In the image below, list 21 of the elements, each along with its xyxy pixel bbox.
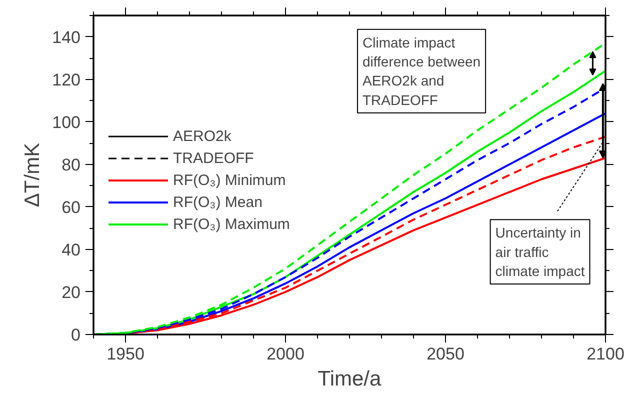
annotation: AERO2k xyxy=(173,127,232,145)
y-tick-label: 80 xyxy=(62,155,81,174)
annotation: Uncertainty in air traffic climate impact xyxy=(495,224,585,280)
annotation: Climate impact difference between AERO2k and TRADEOFF xyxy=(362,34,481,108)
x-tick-label: 1950 xyxy=(106,344,144,364)
y-tick-label: 0 xyxy=(71,326,81,344)
y-tick-label: 20 xyxy=(62,282,81,302)
y-tick-label: 40 xyxy=(62,240,81,260)
annotation: TRADEOFF xyxy=(173,149,254,167)
y-tick-label: 100 xyxy=(52,112,81,132)
x-tick-label: 2050 xyxy=(426,344,464,364)
y-tick-label: 140 xyxy=(52,28,81,47)
x-tick-label: 2000 xyxy=(266,344,304,364)
x-axis-title: Time/a xyxy=(318,368,382,390)
legend-label: RF(O₃) Mean xyxy=(173,193,262,211)
y-tick-label: 120 xyxy=(52,70,81,90)
legend-label: RF(O₃) Maximum xyxy=(173,215,290,233)
legend-label: RF(O₃) Minimum xyxy=(173,171,286,189)
y-tick-label: 60 xyxy=(62,198,81,217)
y-axis-title: ΔT/mK xyxy=(21,142,44,208)
x-tick-label: 2100 xyxy=(586,344,624,364)
